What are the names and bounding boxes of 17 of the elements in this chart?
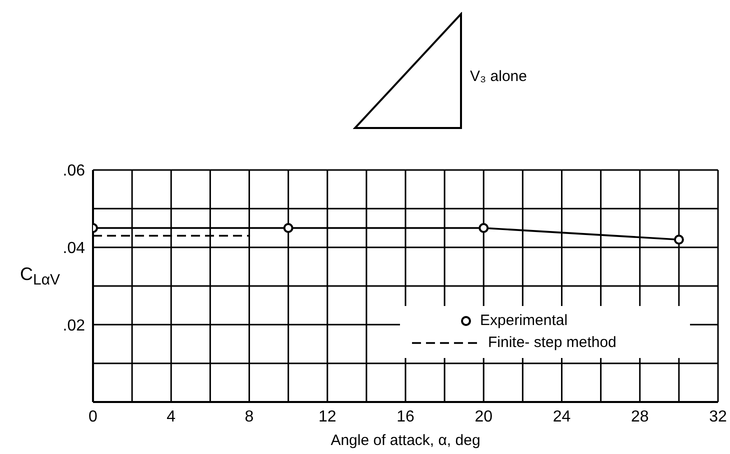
text: V₃ alone (470, 68, 527, 85)
y-axis-title: C$_{LαV}$ (20, 264, 60, 289)
legend-label: Experimental (480, 311, 568, 331)
x-tick-label: 12 (318, 408, 336, 426)
x-tick-label: 16 (396, 408, 414, 426)
x-tick-label: 8 (244, 408, 254, 426)
y-tick-label: .04 (62, 240, 86, 258)
x-tick-label: 20 (474, 408, 493, 426)
legend-label: Finite- step method (488, 333, 616, 353)
x-tick-label: 24 (552, 408, 571, 426)
y-tick-label: .06 (62, 162, 86, 180)
x-tick-label: 4 (166, 408, 176, 426)
y-tick-label: .02 (62, 317, 86, 334)
x-tick-label: 32 (709, 408, 727, 426)
x-axis-title: Angle of attack, α, deg (330, 432, 480, 449)
x-tick-label: 28 (630, 408, 649, 426)
x-tick-label: 0 (88, 408, 98, 426)
